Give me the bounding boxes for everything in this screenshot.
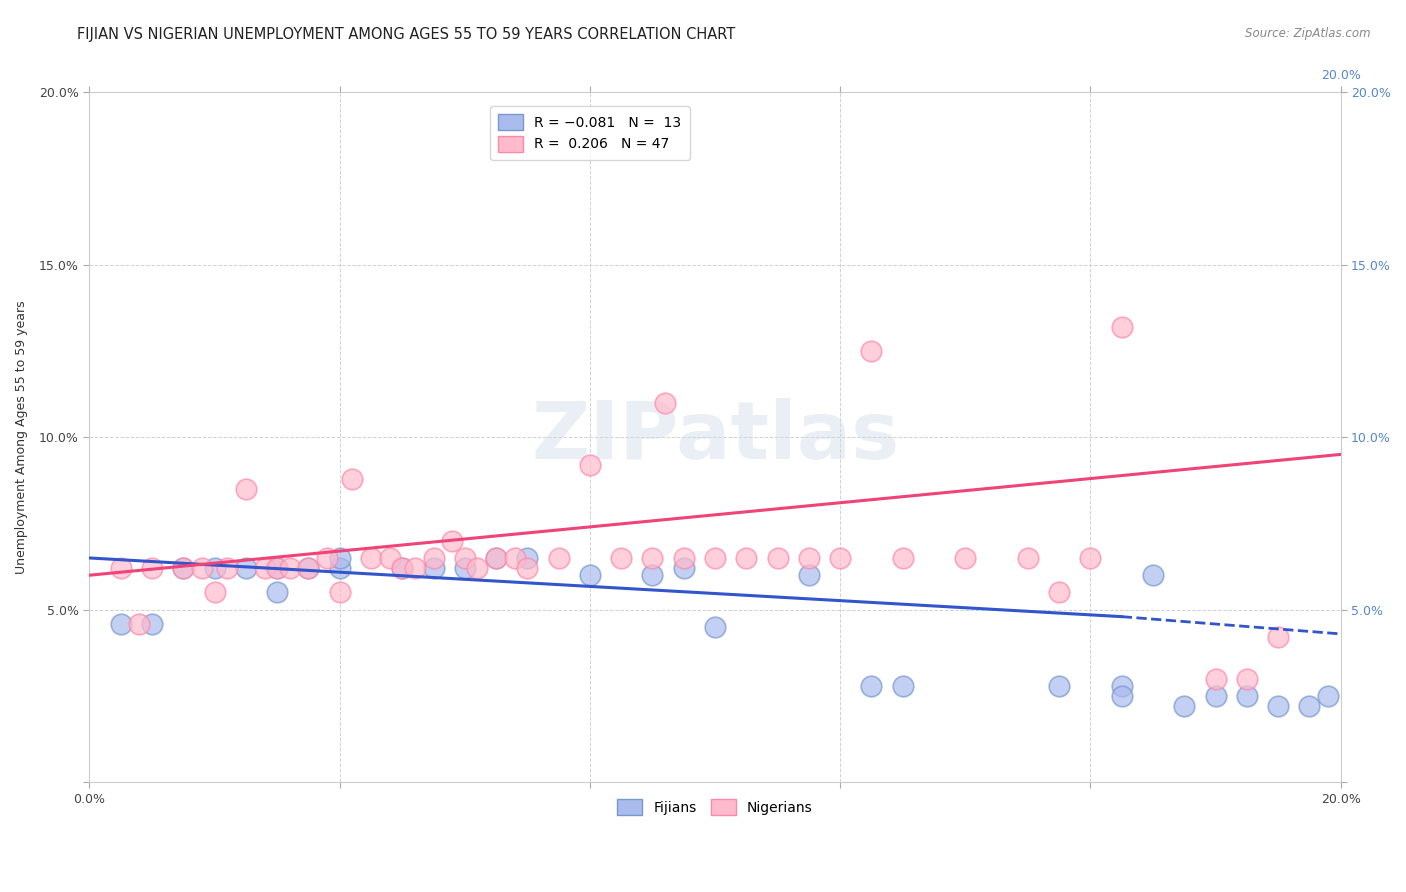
Point [1111,689,1133,703]
Point [516,551,538,566]
Point [1298,699,1320,714]
Point [110,561,132,575]
Point [422,561,444,575]
Point [172,561,194,575]
Point [704,620,727,634]
Point [128,616,150,631]
Point [891,551,914,566]
Point [1205,689,1227,703]
Point [316,551,339,566]
Point [704,551,727,566]
Point [465,561,488,575]
Point [204,585,226,599]
Point [253,561,276,575]
Point [485,551,508,566]
Point [579,458,602,472]
Point [516,561,538,575]
Point [141,616,163,631]
Y-axis label: Unemployment Among Ages 55 to 59 years: Unemployment Among Ages 55 to 59 years [15,301,28,574]
Text: ZIPatlas: ZIPatlas [531,398,900,476]
Point [610,551,633,566]
Point [340,472,363,486]
Point [454,561,477,575]
Point [830,551,852,566]
Point [441,533,464,548]
Point [110,616,132,631]
Point [454,551,477,566]
Text: FIJIAN VS NIGERIAN UNEMPLOYMENT AMONG AGES 55 TO 59 YEARS CORRELATION CHART: FIJIAN VS NIGERIAN UNEMPLOYMENT AMONG AG… [77,27,735,42]
Point [860,679,883,693]
Point [641,568,664,582]
Point [1142,568,1164,582]
Point [1047,679,1070,693]
Text: Source: ZipAtlas.com: Source: ZipAtlas.com [1246,27,1371,40]
Point [329,551,352,566]
Point [360,551,382,566]
Point [1111,319,1133,334]
Point [297,561,319,575]
Point [485,551,508,566]
Point [172,561,194,575]
Point [235,482,257,496]
Point [1236,689,1258,703]
Point [329,585,352,599]
Point [266,561,288,575]
Legend: Fijians, Nigerians: Fijians, Nigerians [609,791,821,823]
Point [579,568,602,582]
Point [1047,585,1070,599]
Point [1236,672,1258,686]
Point [955,551,977,566]
Point [391,561,413,575]
Point [1317,689,1340,703]
Point [547,551,569,566]
Point [1080,551,1102,566]
Point [215,561,238,575]
Point [797,568,820,582]
Point [204,561,226,575]
Point [141,561,163,575]
Point [766,551,789,566]
Point [191,561,214,575]
Point [422,551,444,566]
Point [1205,672,1227,686]
Point [235,561,257,575]
Point [1173,699,1195,714]
Point [329,561,352,575]
Point [266,585,288,599]
Point [860,343,883,358]
Point [654,395,676,409]
Point [404,561,426,575]
Point [378,551,401,566]
Point [1111,679,1133,693]
Point [266,561,288,575]
Point [672,551,695,566]
Point [1267,631,1289,645]
Point [797,551,820,566]
Point [1017,551,1039,566]
Point [891,679,914,693]
Point [641,551,664,566]
Point [672,561,695,575]
Point [391,561,413,575]
Point [1267,699,1289,714]
Point [297,561,319,575]
Point [735,551,758,566]
Point [503,551,526,566]
Point [278,561,301,575]
